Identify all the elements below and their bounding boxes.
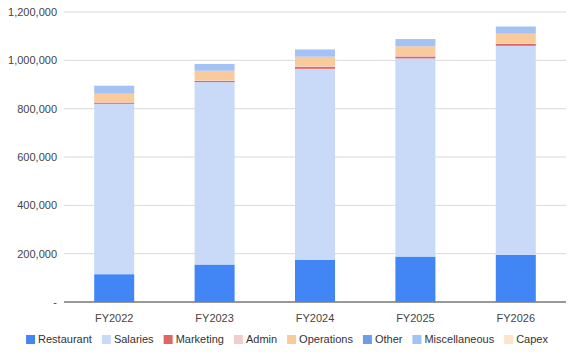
bar-segment bbox=[395, 257, 435, 302]
x-tick-label: FY2024 bbox=[296, 312, 335, 324]
legend-swatch bbox=[164, 335, 173, 344]
bar-segment bbox=[94, 85, 134, 86]
legend-label: Operations bbox=[299, 333, 353, 345]
bar-segment bbox=[195, 63, 235, 64]
bar-segment bbox=[395, 46, 435, 56]
x-tick-label: FY2022 bbox=[95, 312, 134, 324]
y-tick-label: 800,000 bbox=[17, 103, 57, 115]
bar-segment bbox=[295, 67, 335, 69]
legend-label: Salaries bbox=[114, 333, 154, 345]
bar-segment bbox=[94, 103, 134, 104]
x-tick-label: FY2026 bbox=[497, 312, 536, 324]
legend-label: Capex bbox=[516, 333, 548, 345]
bar-segment bbox=[195, 64, 235, 71]
y-tick-label: - bbox=[53, 296, 57, 308]
bar-segment bbox=[395, 58, 435, 256]
bar-segment bbox=[94, 104, 134, 274]
y-tick-label: 1,000,000 bbox=[8, 54, 57, 66]
bar-segment bbox=[295, 57, 335, 67]
y-tick-label: 1,200,000 bbox=[8, 6, 57, 18]
legend-label: Other bbox=[375, 333, 403, 345]
bar-segment bbox=[496, 26, 536, 27]
legend-label: Miscellaneous bbox=[424, 333, 494, 345]
bar-segment bbox=[496, 44, 536, 46]
legend-swatch bbox=[234, 335, 243, 344]
legend-swatch bbox=[412, 335, 421, 344]
bar-segment bbox=[195, 81, 235, 82]
legend-swatch bbox=[102, 335, 111, 344]
bar-segment bbox=[195, 71, 235, 81]
y-tick-label: 600,000 bbox=[17, 151, 57, 163]
bar-segment bbox=[295, 49, 335, 50]
bar-segment bbox=[395, 39, 435, 46]
x-tick-label: FY2025 bbox=[396, 312, 435, 324]
bar-segment bbox=[195, 82, 235, 264]
bar-segment bbox=[94, 274, 134, 302]
bars bbox=[94, 27, 536, 303]
grid-line bbox=[64, 12, 566, 13]
x-tick-label: FY2023 bbox=[195, 312, 234, 324]
bar-segment bbox=[496, 255, 536, 302]
bar-segment bbox=[94, 94, 134, 102]
y-tick-label: 200,000 bbox=[17, 248, 57, 260]
legend-label: Admin bbox=[246, 333, 277, 345]
bar-segment bbox=[496, 34, 536, 44]
bar-segment bbox=[295, 260, 335, 302]
bar-segment bbox=[295, 69, 335, 260]
y-tick-label: 400,000 bbox=[17, 199, 57, 211]
bar-segment bbox=[395, 56, 435, 58]
legend-swatch bbox=[504, 335, 513, 344]
bar-segment bbox=[496, 46, 536, 255]
bar-segment bbox=[94, 86, 134, 94]
bar-segment bbox=[295, 49, 335, 56]
legend-swatch bbox=[26, 335, 35, 344]
bar-segment bbox=[496, 27, 536, 34]
y-axis-line bbox=[64, 12, 65, 302]
legend-label: Restaurant bbox=[38, 333, 92, 345]
legend: Restaurant Salaries Marketing Admin Operatio… bbox=[26, 333, 548, 345]
bar-segment bbox=[195, 265, 235, 302]
bar-segment bbox=[395, 39, 435, 40]
legend-swatch bbox=[287, 335, 296, 344]
legend-swatch bbox=[363, 335, 372, 344]
chart: - 200,000 400,000 600,000 800,000 1,000,000 1,… bbox=[0, 0, 574, 355]
legend-label: Marketing bbox=[176, 333, 224, 345]
